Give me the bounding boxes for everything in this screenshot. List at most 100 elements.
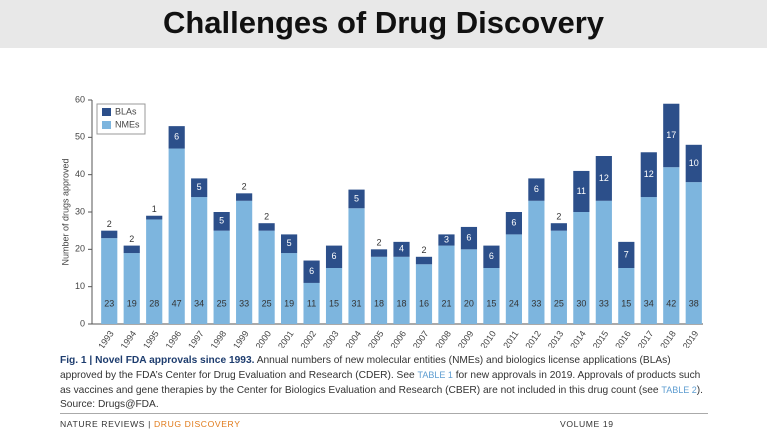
y-tick-label: 20: [75, 244, 85, 254]
bar-segment: [595, 156, 612, 201]
bar-segment: [213, 212, 230, 231]
bar-segment: [528, 200, 545, 324]
caption-text: for new approvals in 2019. Approvals of …: [60, 370, 701, 396]
value-label: 33: [531, 298, 541, 308]
value-label: 10: [689, 158, 699, 168]
bar-segment: [415, 256, 433, 265]
value-label: 11: [577, 186, 586, 196]
bar-segment: [325, 245, 343, 268]
bar-segment: [280, 234, 298, 254]
x-tick-label: 2007: [411, 329, 431, 348]
bar-segment: [303, 260, 320, 283]
value-label: 4: [399, 244, 404, 254]
legend-swatch: [102, 108, 111, 116]
value-label: 17: [666, 130, 676, 140]
x-tick-label: 2018: [658, 329, 678, 348]
x-tick-label: 2011: [501, 329, 520, 348]
value-label: 34: [194, 298, 204, 308]
value-label: 16: [419, 298, 429, 308]
bar-segment: [101, 230, 118, 239]
bar-segment: [280, 253, 298, 324]
table-link[interactable]: TABLE 2: [661, 385, 697, 395]
value-label: 7: [624, 249, 629, 259]
bar-segment: [191, 178, 208, 198]
bar-segment: [438, 234, 455, 246]
y-tick-label: 30: [75, 206, 85, 216]
x-tick-label: 2017: [636, 329, 656, 348]
value-label: 12: [644, 169, 654, 179]
value-label: 18: [374, 298, 384, 308]
caption-title: Novel FDA approvals since 1993.: [95, 355, 255, 366]
y-tick-label: 50: [75, 132, 85, 142]
value-label: 2: [107, 219, 112, 229]
legend-swatch: [102, 121, 111, 129]
value-label: 2: [129, 234, 134, 244]
table-link[interactable]: TABLE 1: [417, 370, 453, 380]
bar-segment: [258, 230, 275, 324]
bar-segment: [236, 200, 253, 324]
journal: NATURE REVIEWS: [60, 419, 146, 429]
footer-rule: [60, 413, 708, 414]
value-label: 21: [441, 298, 451, 308]
bar-segment: [460, 249, 478, 324]
value-label: 23: [104, 298, 114, 308]
value-label: 2: [264, 212, 269, 222]
x-tick-label: 2012: [523, 329, 543, 348]
y-tick-label: 60: [75, 94, 85, 104]
bar-segment: [348, 208, 365, 324]
bar-segment: [393, 256, 410, 324]
y-tick-label: 40: [75, 169, 85, 179]
bar-segment: [505, 212, 523, 235]
x-tick-label: 2008: [433, 329, 453, 348]
value-label: 25: [554, 298, 564, 308]
value-label: 2: [242, 182, 247, 192]
value-label: 19: [284, 298, 294, 308]
section: DRUG DISCOVERY: [153, 419, 241, 429]
value-label: 18: [396, 298, 406, 308]
bar-segment: [618, 268, 635, 324]
legend-label: NMEs: [115, 119, 140, 129]
separator: |: [148, 419, 151, 429]
volume: VOLUME 19: [560, 419, 614, 429]
value-label: 38: [689, 298, 699, 308]
value-label: 31: [352, 298, 362, 308]
bar-segment: [663, 167, 680, 324]
value-label: 6: [534, 184, 539, 194]
caption-label: Fig. 1 |: [60, 355, 93, 366]
x-tick-label: 2014: [568, 329, 588, 348]
value-label: 5: [219, 216, 224, 226]
value-label: 6: [466, 233, 471, 243]
bar-segment: [348, 189, 365, 209]
bar-segment: [640, 152, 657, 198]
value-label: 15: [329, 298, 339, 308]
bar-segment: [550, 230, 567, 324]
value-label: 28: [149, 298, 159, 308]
bar-segment: [483, 268, 500, 324]
value-label: 6: [489, 251, 494, 261]
bar-segment: [236, 193, 253, 201]
bar-segment: [370, 249, 388, 257]
value-label: 5: [197, 182, 202, 192]
bar-segment: [550, 223, 567, 231]
value-label: 2: [377, 238, 382, 248]
bar-segment: [415, 264, 433, 324]
value-label: 25: [262, 298, 272, 308]
x-tick-label: 2009: [456, 329, 476, 348]
x-tick-label: 1994: [119, 329, 139, 348]
value-label: 2: [421, 245, 426, 255]
bar-segment: [168, 126, 185, 149]
x-tick-label: 2002: [298, 329, 318, 348]
caption-text: Annual numbers of new molecular entities…: [60, 355, 671, 381]
value-label: 19: [127, 298, 137, 308]
x-tick-label: 2005: [366, 329, 386, 348]
value-label: 6: [511, 218, 516, 228]
y-tick-label: 0: [80, 318, 85, 328]
bar-segment: [505, 234, 523, 324]
value-label: 5: [354, 193, 359, 203]
bar-segment: [393, 241, 410, 257]
bar-segment: [123, 245, 140, 254]
bar-segment: [663, 103, 680, 168]
x-tick-label: 1997: [186, 329, 206, 348]
bar-segment: [528, 178, 545, 201]
